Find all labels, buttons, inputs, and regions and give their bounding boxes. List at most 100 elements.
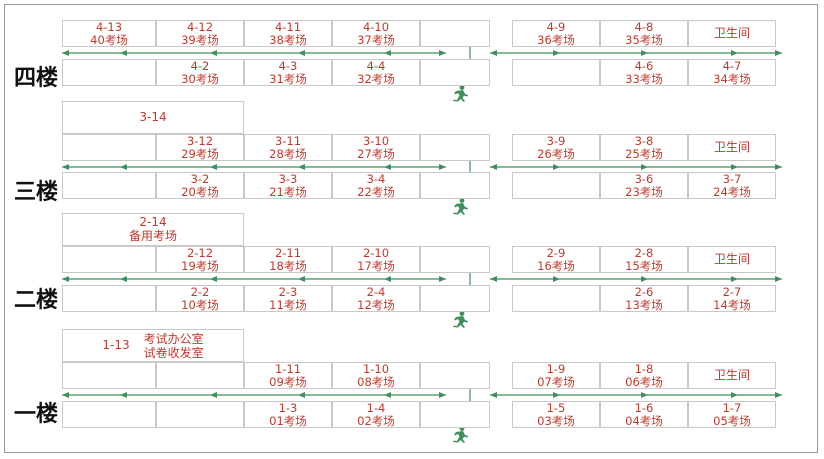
exam-room: 1-10 08考场 [332,362,420,389]
arrow-head [120,276,127,282]
room-number: 1-10 [362,361,390,376]
exam-room-label: 40考场 [90,32,128,47]
exam-room: 1-11 09考场 [244,362,332,389]
running-man-icon [453,198,468,215]
exam-room: 2-12 19考场 [156,246,244,273]
room-number: 1-6 [634,400,654,415]
exam-room: 3-10 27考场 [332,134,420,161]
room-number: 3-7 [722,171,742,186]
exam-room-label: 14考场 [713,297,751,312]
room-number: 2-11 [274,245,302,260]
arrow-head [641,276,648,282]
exam-room-label: 21考场 [269,184,307,199]
exam-room: 2-10 17考场 [332,246,420,273]
exam-room: 2-8 15考场 [600,246,688,273]
running-man-icon [453,85,468,102]
exam-room: 4-7 34考场 [688,59,776,86]
room-number: 3-9 [546,133,566,148]
room-number: 4-7 [722,58,742,73]
exam-room: 4-10 37考场 [332,20,420,47]
room-number: 1-8 [634,361,654,376]
arrow-head [641,164,648,170]
exam-room-label: 23考场 [625,184,663,199]
arrow-head [298,164,305,170]
arrow-head [210,164,217,170]
arrow-head [490,164,497,170]
empty-room [420,59,490,86]
empty-room [62,172,156,199]
room-number: 2-2 [190,284,210,299]
exam-room: 1-6 04考场 [600,401,688,428]
empty-room [62,285,156,312]
floor-label: 二楼 [14,287,59,313]
floor-label: 三楼 [14,179,59,205]
exam-room-label: 27考场 [357,146,395,161]
arrow-head [775,164,782,170]
room-number: 2-8 [634,245,654,260]
room-number: 4-12 [186,19,214,34]
room-purpose-line: 考试办公室 [143,331,204,346]
room-number: 3-6 [634,171,654,186]
exam-room-label: 33考场 [625,71,663,86]
exam-room: 1-7 05考场 [688,401,776,428]
exam-room: 3-12 29考场 [156,134,244,161]
exam-room: 3-11 28考场 [244,134,332,161]
room-number: 4-9 [546,19,566,34]
room-number: 1-13 [102,338,130,352]
empty-room [512,172,600,199]
exam-room: 3-4 22考场 [332,172,420,199]
room-number: 4-6 [634,58,654,73]
room-number: 4-2 [190,58,210,73]
room-number: 2-14 [139,215,167,229]
exam-room-label: 39考场 [181,32,219,47]
room-number: 3-11 [274,133,302,148]
arrow-head [439,50,446,56]
exam-room: 4-13 40考场 [62,20,156,47]
exam-room-label: 36考场 [537,32,575,47]
exam-room: 2-3 11考场 [244,285,332,312]
room-number: 3-4 [366,171,386,186]
arrow-head [298,50,305,56]
exam-room-label: 07考场 [537,374,575,389]
arrow-head [298,392,305,398]
empty-room [62,246,156,273]
exam-room-label: 35考场 [625,32,663,47]
exam-room: 4-6 33考场 [600,59,688,86]
room-number: 2-6 [634,284,654,299]
room-number: 3-3 [278,171,298,186]
empty-room [420,246,490,273]
arrow-head [439,392,446,398]
special-room: 3-14 [62,101,244,134]
exam-room: 4-3 31考场 [244,59,332,86]
room-number: 2-12 [186,245,214,260]
exam-room-label: 17考场 [357,258,395,273]
exam-room-label: 29考场 [181,146,219,161]
special-room: 2-14 备用考场 [62,213,244,246]
arrow-head [490,392,497,398]
exam-room: 4-8 35考场 [600,20,688,47]
exam-room-label: 04考场 [625,413,663,428]
empty-room [512,285,600,312]
empty-room [420,362,490,389]
arrow-head [731,392,738,398]
exam-room-label: 11考场 [269,297,307,312]
exam-room: 3-8 25考场 [600,134,688,161]
exam-room: 1-3 01考场 [244,401,332,428]
exam-room: 4-4 32考场 [332,59,420,86]
arrow-head [62,50,69,56]
room-number: 4-11 [274,19,302,34]
exam-room-label: 31考场 [269,71,307,86]
exam-room: 2-11 18考场 [244,246,332,273]
exam-room: 2-4 12考场 [332,285,420,312]
exam-room-label: 02考场 [357,413,395,428]
empty-room [420,20,490,47]
room-purpose: 备用考场 [129,229,177,243]
room-number: 4-13 [95,19,123,34]
exam-room-label: 26考场 [537,146,575,161]
arrow-head [210,392,217,398]
exam-room-label: 37考场 [357,32,395,47]
exam-room-label: 25考场 [625,146,663,161]
room-number: 2-10 [362,245,390,260]
